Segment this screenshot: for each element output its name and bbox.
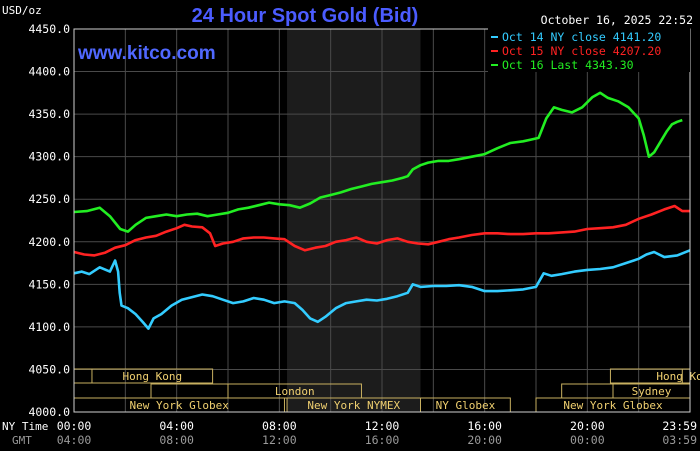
x-tick-label-gmt: 12:00 [262, 433, 297, 447]
y-tick-label: 4100.0 [28, 320, 70, 334]
session-label: Sydney [632, 385, 672, 398]
y-axis-label: USD/oz [2, 4, 42, 17]
y-tick-label: 4000.0 [28, 405, 70, 419]
session-label: Hong Kong [656, 370, 700, 383]
y-tick-label: 4400.0 [28, 65, 70, 79]
timestamp: October 16, 2025 22:52 [541, 13, 693, 27]
y-tick-label: 4450.0 [28, 22, 70, 36]
chart-title: 24 Hour Spot Gold (Bid) [192, 5, 419, 27]
y-tick-label: 4300.0 [28, 150, 70, 164]
price-series [73, 91, 691, 330]
x-tick-label-gmt: 04:00 [57, 433, 92, 447]
x-tick-label-gmt: 16:00 [365, 433, 400, 447]
x-row-label-ny: NY Time [2, 420, 48, 433]
y-tick-label: 4250.0 [28, 192, 70, 206]
series-line-oct-14 [73, 249, 691, 330]
x-tick-label-ny: 16:00 [467, 419, 502, 433]
legend-background [488, 28, 690, 72]
y-axis-tick-labels: 4450.0 4400.0 4350.0 4300.0 4250.0 4200.0 4150… [28, 22, 70, 419]
x-tick-label-gmt: 20:00 [467, 433, 502, 447]
series-line-oct-15 [73, 204, 690, 257]
y-tick-label: 4200.0 [28, 235, 70, 249]
legend-entry: Oct 15 NY close 4207.20 [502, 44, 661, 58]
plot-frame [73, 28, 691, 413]
x-tick-label-gmt: 03:59 [662, 433, 697, 447]
legend-entry: Oct 14 NY close 4141.20 [502, 30, 661, 44]
x-row-label-gmt: GMT [12, 434, 32, 447]
session-label: Hong Kong [122, 370, 182, 383]
y-tick-label: 4150.0 [28, 277, 70, 291]
trading-sessions: Hong Kong London New York Globex New York N… [73, 368, 700, 413]
x-tick-label-ny: 23:59 [662, 419, 697, 433]
y-tick-label: 4350.0 [28, 107, 70, 121]
x-axis-tick-labels: 00:0004:0004:0008:0008:0012:0012:0016:00… [57, 419, 697, 447]
session-label: NY Globex [436, 399, 496, 412]
x-tick-label-ny: 04:00 [159, 419, 194, 433]
x-tick-label-gmt: 08:00 [159, 433, 194, 447]
session-label: New York NYMEX [307, 399, 400, 412]
x-tick-label-gmt: 00:00 [570, 433, 605, 447]
y-tick-label: 4050.0 [28, 362, 70, 376]
legend-entry: Oct 16 Last 4343.30 [502, 58, 634, 72]
session-label: New York Globex [563, 399, 663, 412]
session-label: London [275, 385, 315, 398]
x-tick-label-ny: 12:00 [365, 419, 400, 433]
x-tick-label-ny: 00:00 [57, 419, 92, 433]
session-label: New York Globex [130, 399, 230, 412]
x-tick-label-ny: 20:00 [570, 419, 605, 433]
series-line-oct-16 [73, 91, 683, 233]
x-tick-label-ny: 08:00 [262, 419, 297, 433]
nymex-shaded-region [287, 29, 421, 412]
brand-watermark: www.kitco.com [77, 43, 216, 64]
